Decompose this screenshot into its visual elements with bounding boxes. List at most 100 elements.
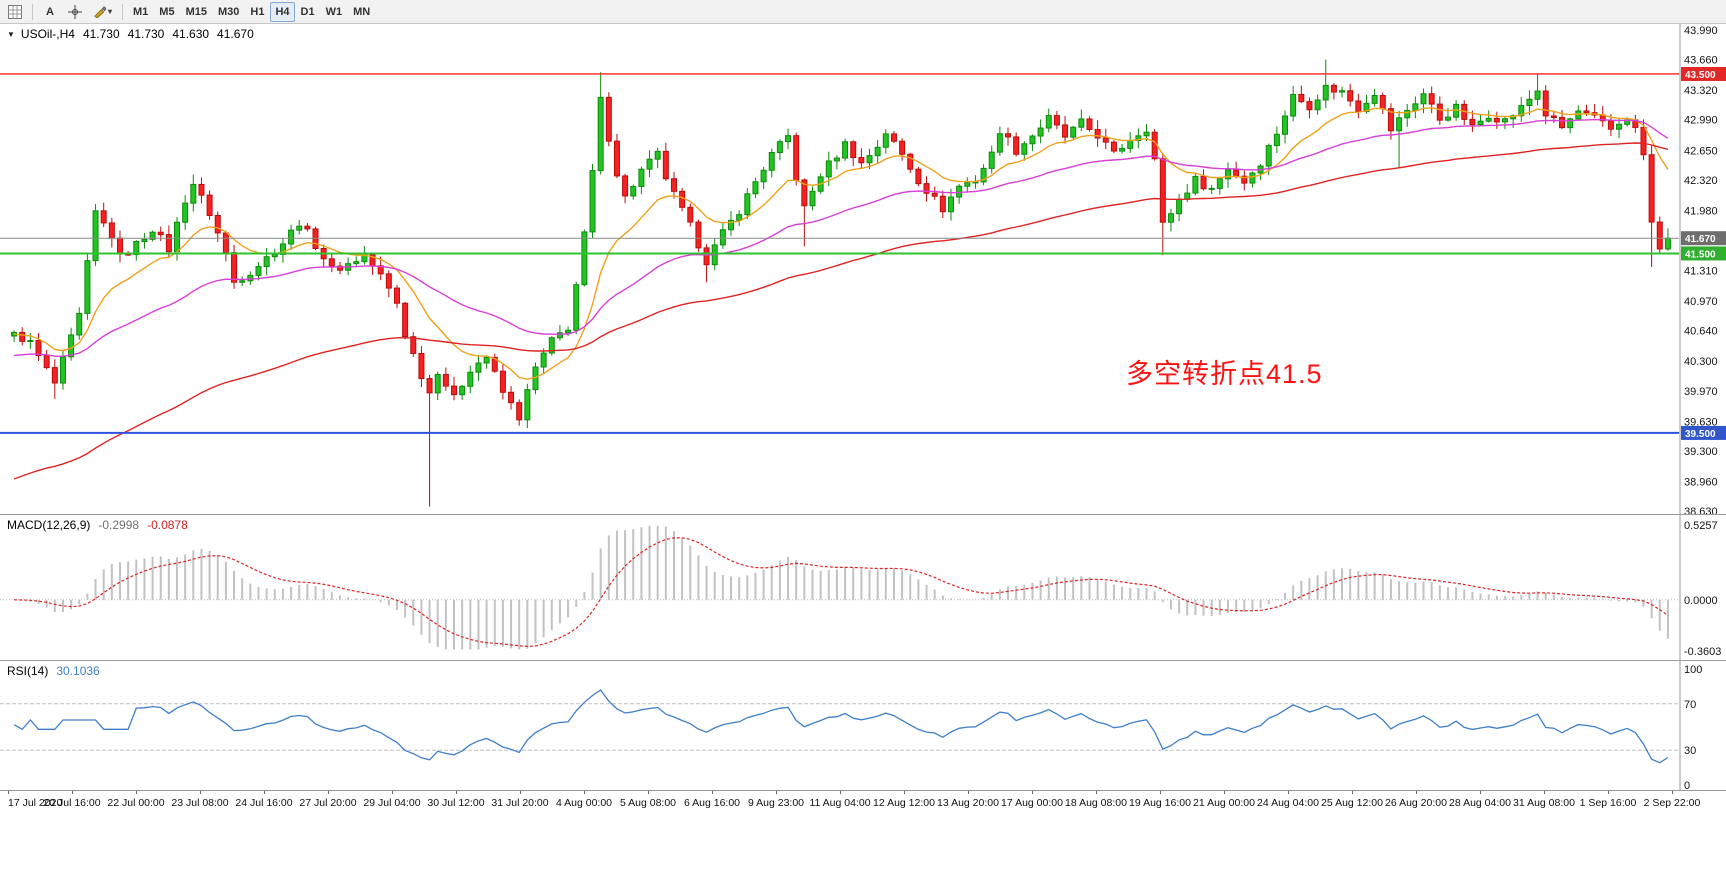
candle[interactable] bbox=[670, 178, 677, 192]
candle[interactable] bbox=[687, 206, 694, 223]
candle[interactable] bbox=[475, 362, 482, 373]
candle[interactable] bbox=[1542, 90, 1549, 117]
candle[interactable] bbox=[833, 157, 840, 162]
candle[interactable] bbox=[92, 210, 99, 262]
candle[interactable] bbox=[174, 221, 181, 253]
rsi-panel[interactable]: 100 70 30 0 RSI(14) 30.1036 bbox=[0, 660, 1726, 791]
candle[interactable] bbox=[899, 140, 906, 155]
candle[interactable] bbox=[1045, 115, 1052, 129]
candle[interactable] bbox=[1306, 101, 1313, 111]
candle[interactable] bbox=[605, 96, 612, 142]
candle[interactable] bbox=[1053, 115, 1060, 126]
candle[interactable] bbox=[68, 334, 75, 358]
candle[interactable] bbox=[573, 284, 580, 331]
candle[interactable] bbox=[1062, 124, 1069, 138]
candle[interactable] bbox=[1135, 135, 1142, 142]
chart-text-annotation[interactable]: 多空转折点41.5 bbox=[1126, 359, 1323, 389]
candle[interactable] bbox=[556, 332, 563, 339]
candle[interactable] bbox=[850, 141, 857, 159]
candle[interactable] bbox=[100, 210, 107, 224]
candle[interactable] bbox=[1420, 93, 1427, 105]
candle[interactable] bbox=[1355, 100, 1362, 112]
candle[interactable] bbox=[866, 155, 873, 164]
candle[interactable] bbox=[426, 378, 433, 394]
candle[interactable] bbox=[1616, 123, 1623, 130]
candle[interactable] bbox=[760, 169, 767, 183]
candle[interactable] bbox=[1469, 118, 1476, 126]
candle[interactable] bbox=[27, 339, 34, 342]
candle[interactable] bbox=[516, 402, 523, 421]
candle[interactable] bbox=[565, 329, 572, 334]
candle[interactable] bbox=[1648, 154, 1655, 223]
ma-mid-line[interactable] bbox=[14, 118, 1669, 357]
candle[interactable] bbox=[43, 354, 50, 369]
candle[interactable] bbox=[51, 367, 58, 384]
candle[interactable] bbox=[679, 190, 686, 208]
candle[interactable] bbox=[858, 157, 865, 164]
candle[interactable] bbox=[222, 232, 229, 254]
candle[interactable] bbox=[1029, 135, 1036, 145]
candle[interactable] bbox=[752, 181, 759, 195]
candle[interactable] bbox=[190, 183, 197, 204]
candle[interactable] bbox=[1216, 178, 1223, 189]
collapse-arrow-icon[interactable]: ▼ bbox=[7, 29, 15, 39]
candle[interactable] bbox=[1102, 137, 1109, 143]
candle[interactable] bbox=[1282, 115, 1289, 135]
rsi-chart[interactable]: 100 70 30 0 bbox=[0, 661, 1726, 791]
candle[interactable] bbox=[1339, 90, 1346, 93]
candle[interactable] bbox=[1322, 84, 1329, 101]
candle[interactable] bbox=[288, 229, 295, 245]
candle[interactable] bbox=[402, 302, 409, 338]
candle[interactable] bbox=[1404, 109, 1411, 119]
candle[interactable] bbox=[939, 195, 946, 213]
candle[interactable] bbox=[622, 175, 629, 197]
tf-m5-button[interactable]: M5 bbox=[154, 2, 179, 22]
candle[interactable] bbox=[1428, 93, 1435, 105]
tf-w1-button[interactable]: W1 bbox=[321, 2, 348, 22]
candle[interactable] bbox=[263, 256, 270, 268]
candle[interactable] bbox=[744, 193, 751, 216]
time-axis[interactable]: 17 Jul 2020 20 Jul 16:00 22 Jul 00:00 23 Ju… bbox=[0, 790, 1726, 814]
candle[interactable] bbox=[1607, 120, 1614, 130]
candle[interactable] bbox=[809, 190, 816, 207]
candle[interactable] bbox=[1444, 116, 1451, 121]
candle[interactable] bbox=[434, 373, 441, 394]
candle[interactable] bbox=[1550, 115, 1557, 118]
candle[interactable] bbox=[882, 133, 889, 148]
candle[interactable] bbox=[1656, 221, 1663, 250]
candle[interactable] bbox=[793, 135, 800, 181]
candle[interactable] bbox=[988, 151, 995, 169]
candle[interactable] bbox=[1347, 90, 1354, 102]
candle[interactable] bbox=[385, 273, 392, 289]
candle[interactable] bbox=[1290, 93, 1297, 117]
candle[interactable] bbox=[1143, 131, 1150, 137]
candle[interactable] bbox=[1233, 169, 1240, 177]
candle[interactable] bbox=[1200, 175, 1207, 190]
candle[interactable] bbox=[1387, 108, 1394, 132]
candle[interactable] bbox=[1159, 158, 1166, 223]
candle[interactable] bbox=[1078, 118, 1085, 128]
candle[interactable] bbox=[923, 183, 930, 194]
candle[interactable] bbox=[907, 153, 914, 170]
candle[interactable] bbox=[589, 170, 596, 233]
candle[interactable] bbox=[451, 385, 458, 396]
candle[interactable] bbox=[35, 339, 42, 356]
candle[interactable] bbox=[1127, 140, 1134, 149]
candle[interactable] bbox=[1526, 98, 1533, 107]
macd-histogram[interactable] bbox=[14, 525, 1669, 650]
candle[interactable] bbox=[418, 352, 425, 380]
candle[interactable] bbox=[1575, 110, 1582, 120]
candle[interactable] bbox=[255, 266, 262, 276]
candle[interactable] bbox=[1559, 116, 1566, 129]
candle[interactable] bbox=[1021, 143, 1028, 155]
candle[interactable] bbox=[947, 196, 954, 213]
candle[interactable] bbox=[1314, 99, 1321, 111]
candle[interactable] bbox=[499, 370, 506, 393]
candle[interactable] bbox=[581, 231, 588, 286]
candle[interactable] bbox=[206, 194, 213, 217]
macd-signal-line[interactable] bbox=[14, 537, 1669, 648]
candle[interactable] bbox=[1265, 145, 1272, 167]
candle[interactable] bbox=[646, 158, 653, 170]
ma-slow-line[interactable] bbox=[13, 142, 1669, 480]
candle[interactable] bbox=[524, 389, 531, 421]
